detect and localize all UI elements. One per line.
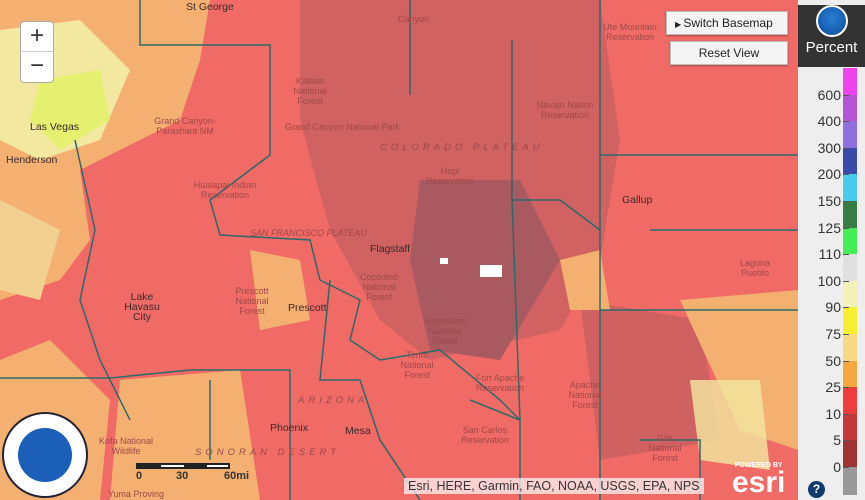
switch-basemap-button[interactable]: ▶ Switch Basemap bbox=[666, 11, 788, 35]
legend-tick-label: 25 bbox=[825, 379, 849, 396]
scale-mid: 30 bbox=[176, 470, 189, 482]
noaa-logo-small bbox=[815, 5, 848, 37]
label-hualapai: Hualapai Indian Reservation bbox=[193, 180, 257, 200]
label-coconino: Coconino National Forest bbox=[359, 272, 399, 302]
label-las-vegas: Las Vegas bbox=[30, 121, 80, 133]
label-sonoran-desert: SONORAN DESERT bbox=[195, 447, 341, 458]
label-gallup: Gallup bbox=[622, 194, 653, 206]
help-icon[interactable]: ? bbox=[808, 481, 825, 498]
map-canvas[interactable]: St George Ute Mountain Reservation Canyo… bbox=[0, 0, 798, 500]
label-apache: Apache National Forest bbox=[568, 380, 602, 410]
legend-tick-label: 125 bbox=[817, 219, 850, 236]
zoom-out-button[interactable]: − bbox=[29, 52, 44, 79]
esri-text: esri bbox=[732, 466, 786, 499]
legend-tick-label: 100 bbox=[817, 272, 850, 289]
label-gila: Gila National Forest bbox=[648, 433, 682, 463]
label-hopi: Hopi Reservation bbox=[425, 166, 475, 186]
scale-zero: 0 bbox=[136, 470, 143, 482]
legend-swatch bbox=[843, 254, 857, 282]
scale-end: 60mi bbox=[224, 470, 250, 482]
label-prescott-nf: Prescott National Forest bbox=[235, 286, 269, 316]
legend-swatch bbox=[843, 147, 857, 176]
attribution: Esri, HERE, Garmin, FAO, NOAA, USGS, EPA… bbox=[404, 478, 704, 494]
legend-swatch bbox=[843, 440, 857, 468]
label-arizona: ARIZONA bbox=[298, 395, 369, 406]
label-mesa: Mesa bbox=[345, 425, 371, 437]
label-fort-apache: Fort Apache Reservation bbox=[475, 373, 525, 393]
noaa-logo bbox=[2, 412, 88, 498]
legend-swatch bbox=[843, 68, 857, 96]
legend-tick-label: 400 bbox=[817, 113, 850, 130]
precipitation-overlay bbox=[0, 0, 798, 500]
legend-swatch bbox=[843, 413, 857, 442]
esri-logo: POWERED BY esri bbox=[732, 462, 786, 499]
legend-tick-label: 150 bbox=[817, 193, 850, 209]
label-colorado-plateau: COLORADO PLATEAU bbox=[380, 142, 544, 153]
reset-view-button[interactable]: Reset View bbox=[670, 41, 788, 65]
legend-header: Percent bbox=[798, 5, 865, 67]
label-kaibab: Kaibab National Forest bbox=[293, 76, 327, 106]
legend-tick-label: 0 bbox=[833, 459, 849, 475]
legend-swatch bbox=[843, 467, 857, 495]
label-tonto: Tonto National Forest bbox=[400, 350, 434, 380]
legend-tick-label: 75 bbox=[825, 326, 849, 342]
label-grand-canyon: Grand Canyon National Park bbox=[285, 122, 401, 132]
label-parashant: Grand Canyon-Parashant NM bbox=[154, 116, 216, 136]
label-phoenix: Phoenix bbox=[270, 422, 308, 434]
legend-swatch bbox=[843, 201, 857, 229]
label-lake-havasu: Lake Havasu City bbox=[124, 291, 160, 323]
switch-basemap-label: Switch Basemap bbox=[683, 16, 773, 30]
legend-tick-label: 300 bbox=[817, 139, 850, 156]
legend-title: Percent bbox=[805, 39, 858, 56]
legend-tick-label: 600 bbox=[817, 86, 850, 103]
legend-tick-label: 50 bbox=[825, 352, 849, 369]
caret-right-icon: ▶ bbox=[675, 20, 684, 29]
legend-swatch bbox=[843, 307, 857, 335]
label-navajo: Navajo Nation Reservation bbox=[536, 100, 594, 120]
legend-tick-label: 5 bbox=[833, 432, 849, 449]
legend-swatch bbox=[843, 387, 857, 415]
legend-tick-label: 10 bbox=[825, 405, 849, 422]
legend-swatch bbox=[843, 121, 857, 149]
label-yuma: Yuma Proving bbox=[108, 489, 165, 499]
label-prescott: Prescott bbox=[288, 302, 327, 314]
label-flagstaff: Flagstaff bbox=[370, 243, 411, 255]
legend-tick-label: 110 bbox=[818, 246, 850, 263]
label-laguna: Laguna Pueblo bbox=[739, 258, 771, 278]
legend-swatch bbox=[843, 174, 857, 202]
zoom-in-button[interactable]: + bbox=[21, 22, 53, 52]
label-ute-mountain: Ute Mountain Reservation bbox=[603, 22, 657, 42]
label-san-carlos: San Carlos Reservation bbox=[460, 425, 510, 445]
esri-powered-text: POWERED BY bbox=[734, 462, 783, 469]
legend-tick-label: 200 bbox=[817, 166, 850, 183]
label-kofa: Kofa National Wildlife bbox=[98, 436, 154, 456]
label-sitgreaves: Sitgreaves National Forest bbox=[423, 316, 467, 346]
legend: Percent ? 600 400 300 200 150 125 110 100 90 75 50… bbox=[798, 0, 865, 500]
scale-bar: 0 30 60mi bbox=[136, 463, 249, 482]
legend-swatch bbox=[843, 280, 857, 309]
label-st-george: St George bbox=[186, 1, 234, 13]
legend-swatch bbox=[843, 334, 857, 362]
legend-swatch bbox=[843, 227, 857, 256]
label-henderson: Henderson bbox=[6, 154, 58, 166]
legend-tick-label: 90 bbox=[825, 299, 849, 316]
label-canyon: Canyon bbox=[398, 14, 430, 24]
zoom-control: + − bbox=[20, 21, 54, 83]
label-sf-plateau: SAN FRANCISCO PLATEAU bbox=[250, 228, 367, 238]
legend-swatch bbox=[843, 94, 857, 123]
legend-swatch bbox=[843, 360, 857, 389]
